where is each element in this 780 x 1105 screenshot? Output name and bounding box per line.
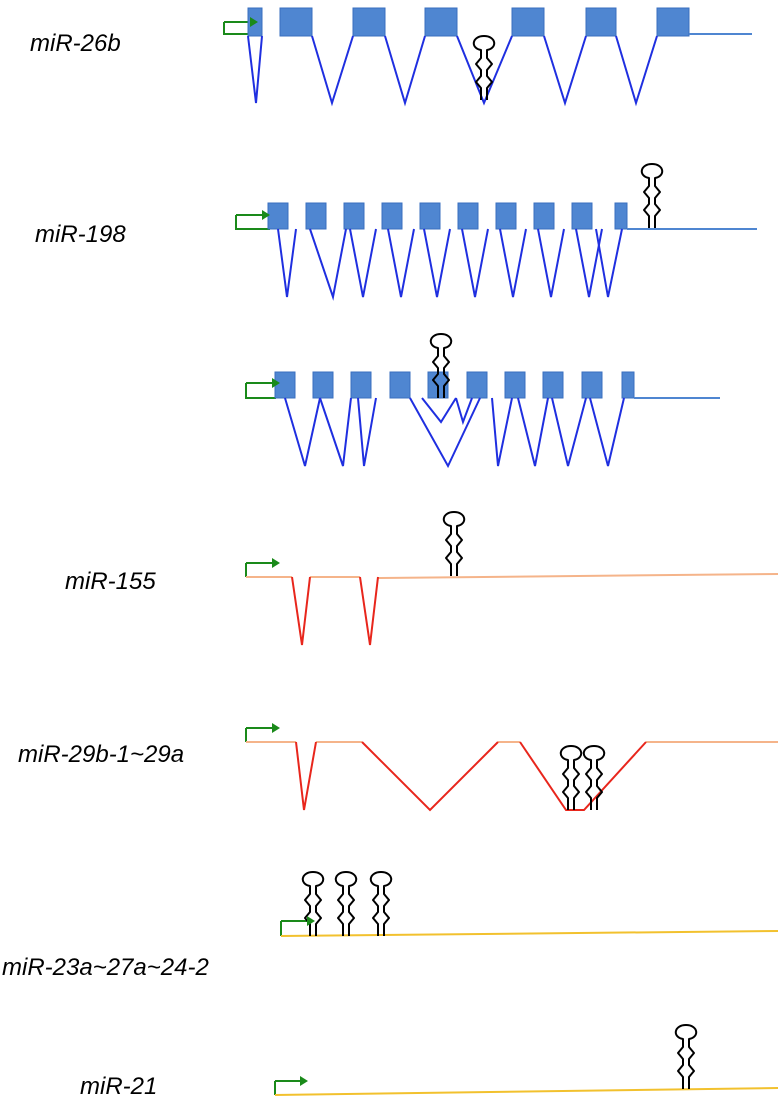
splice-junction bbox=[589, 397, 625, 467]
transcript-line bbox=[280, 930, 779, 937]
splice-junction bbox=[575, 228, 603, 298]
gene-label-mir-26b: miR-26b bbox=[30, 30, 121, 57]
exon bbox=[542, 371, 564, 399]
gene-track-mir-198-alt bbox=[245, 333, 720, 469]
exon bbox=[312, 371, 334, 399]
splice-junction bbox=[277, 228, 297, 298]
splice-junction bbox=[491, 397, 513, 467]
exon bbox=[274, 371, 296, 399]
gene-track-mir-29b-1-29a bbox=[245, 723, 778, 812]
exon bbox=[533, 202, 555, 230]
splice-junction bbox=[595, 228, 623, 298]
splice-junction bbox=[311, 35, 354, 107]
exon bbox=[424, 7, 458, 37]
splice-junction bbox=[461, 228, 489, 298]
splice-junction bbox=[499, 228, 527, 298]
exon bbox=[571, 202, 593, 230]
splice-junction bbox=[551, 397, 587, 467]
hairpin-icon bbox=[429, 333, 453, 398]
gene-label-mir-198: miR-198 bbox=[35, 221, 126, 248]
exon bbox=[511, 7, 545, 37]
promoter-arrow-icon bbox=[274, 1080, 300, 1095]
gene-label-mir-23a-27a-24-2: miR-23a~27a~24-2 bbox=[2, 954, 209, 981]
exon bbox=[419, 202, 441, 230]
gene-track-mir-21 bbox=[274, 1024, 779, 1096]
gene-track-mir-23a-27a-24-2 bbox=[280, 871, 779, 937]
splice-junction bbox=[284, 397, 321, 467]
splice-junction bbox=[387, 228, 415, 298]
gene-label-mir-21: miR-21 bbox=[80, 1073, 157, 1100]
hairpin-icon bbox=[369, 871, 393, 936]
splice-junction bbox=[361, 741, 499, 812]
exon bbox=[585, 7, 617, 37]
gene-track-mir-155 bbox=[245, 511, 779, 646]
promoter-arrow-icon bbox=[245, 727, 272, 742]
splice-junction bbox=[421, 397, 457, 424]
splice-junction bbox=[409, 397, 481, 469]
promoter-arrowhead-icon bbox=[272, 558, 280, 568]
promoter-arrowhead-icon bbox=[300, 1076, 308, 1086]
exon bbox=[305, 202, 327, 230]
hairpin-icon bbox=[640, 163, 664, 228]
splice-junction bbox=[537, 228, 565, 298]
splice-junction bbox=[247, 35, 263, 104]
splice-junction bbox=[615, 35, 658, 107]
splice-junction bbox=[357, 397, 377, 467]
splice-junction bbox=[291, 576, 311, 646]
exon bbox=[279, 7, 313, 37]
exon bbox=[343, 202, 365, 230]
exon bbox=[621, 371, 635, 399]
promoter-arrowhead-icon bbox=[250, 17, 258, 27]
hairpin-icon bbox=[442, 511, 466, 576]
splice-junction bbox=[543, 35, 587, 107]
promoter-arrow-icon bbox=[245, 382, 276, 399]
hairpin-icon bbox=[301, 871, 325, 936]
splice-junction bbox=[295, 741, 317, 811]
hairpin-icon bbox=[674, 1024, 698, 1089]
transcript-line bbox=[274, 1087, 779, 1096]
hairpin-icon bbox=[582, 745, 606, 810]
exon bbox=[466, 371, 488, 399]
promoter-arrowhead-icon bbox=[262, 210, 270, 220]
splice-junction bbox=[319, 397, 352, 467]
exon bbox=[381, 202, 403, 230]
exon bbox=[350, 371, 372, 399]
hairpin-icon bbox=[334, 871, 358, 936]
splice-junction bbox=[384, 35, 426, 107]
splice-junction bbox=[309, 228, 347, 301]
exon bbox=[495, 202, 517, 230]
gene-label-mir-155: miR-155 bbox=[65, 568, 156, 595]
gene-label-mir-29b-1-29a: miR-29b-1~29a bbox=[18, 741, 184, 768]
gene-track-mir-26b bbox=[223, 7, 752, 107]
exon bbox=[614, 202, 628, 230]
promoter-arrow-icon bbox=[223, 21, 250, 35]
hairpin-icon bbox=[472, 35, 496, 100]
splice-junction bbox=[349, 228, 377, 298]
splice-junction bbox=[456, 35, 513, 106]
promoter-arrowhead-icon bbox=[307, 916, 315, 926]
exon bbox=[389, 371, 411, 399]
transcript-line bbox=[377, 573, 779, 579]
exon bbox=[581, 371, 603, 399]
splice-junction bbox=[423, 228, 451, 298]
hairpin-icon bbox=[559, 745, 583, 810]
exon bbox=[457, 202, 479, 230]
exon bbox=[267, 202, 289, 230]
splice-junction bbox=[517, 397, 549, 467]
promoter-arrowhead-icon bbox=[272, 378, 280, 388]
exon bbox=[504, 371, 526, 399]
splice-junction bbox=[455, 397, 473, 426]
gene-track-mir-198 bbox=[235, 163, 757, 301]
exon bbox=[352, 7, 386, 37]
promoter-arrowhead-icon bbox=[272, 723, 280, 733]
promoter-arrow-icon bbox=[245, 562, 272, 577]
exon bbox=[656, 7, 690, 37]
promoter-arrow-icon bbox=[280, 920, 307, 936]
promoter-arrow-icon bbox=[235, 214, 270, 230]
splice-junction bbox=[359, 576, 379, 646]
